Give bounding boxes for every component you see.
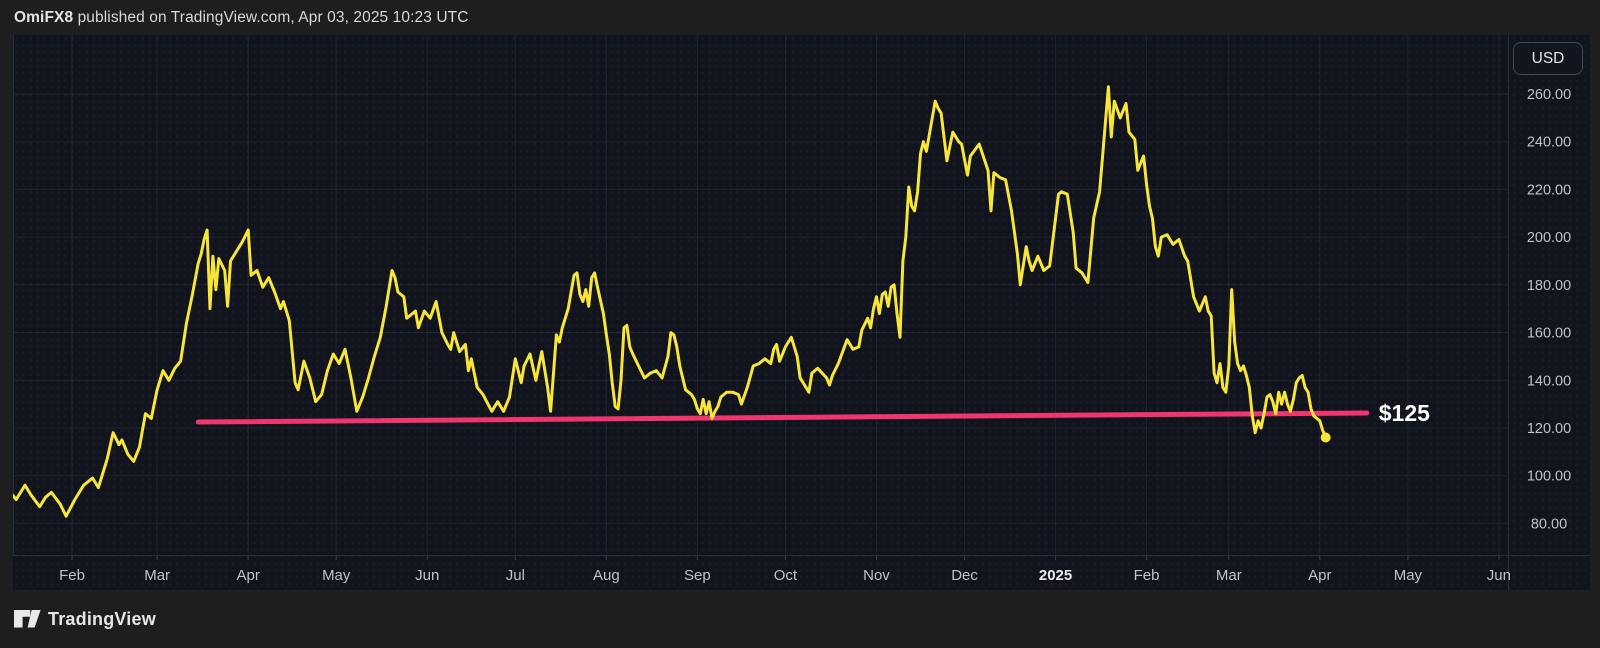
- attribution-text: published on TradingView.com, Apr 03, 20…: [73, 8, 469, 26]
- time-tick-label: Oct: [774, 567, 798, 584]
- footer: TradingView: [0, 590, 1600, 648]
- time-tick-label: Aug: [593, 567, 620, 584]
- time-tick-label: Apr: [1308, 567, 1331, 584]
- brand-name[interactable]: TradingView: [48, 608, 156, 629]
- time-tick-label: Jul: [506, 567, 525, 584]
- time-tick-label: Apr: [236, 567, 259, 584]
- time-tick-label: Mar: [1216, 567, 1242, 584]
- time-tick-label: Feb: [59, 567, 85, 584]
- price-series: [13, 85, 1331, 518]
- attribution-bar: OmiFX8 published on TradingView.com, Apr…: [0, 0, 1600, 35]
- price-tick-label: 240.00: [1527, 135, 1571, 151]
- trend-line[interactable]: $125: [195, 400, 1430, 426]
- time-tick-label: 2025: [1039, 567, 1072, 584]
- price-tick-label: 220.00: [1527, 182, 1571, 198]
- grid: [13, 35, 1508, 560]
- time-tick-label: Dec: [951, 567, 978, 584]
- price-chart[interactable]: $125 260.00 240.00 220.00 200.00 180.00 160.00…: [13, 35, 1590, 590]
- price-tick-label: 260.00: [1527, 87, 1571, 103]
- price-tick-label: 180.00: [1527, 278, 1571, 294]
- author-name: OmiFX8: [14, 8, 74, 26]
- time-tick-label: Jun: [1487, 567, 1511, 584]
- currency-axis-button[interactable]: USD: [1513, 42, 1583, 75]
- time-axis-labels[interactable]: Feb Mar Apr May Jun Jul Aug Sep Oct Nov Dec 2025 Feb…: [59, 567, 1511, 584]
- chart-area[interactable]: $125 260.00 240.00 220.00 200.00 180.00 160.00…: [13, 35, 1590, 590]
- price-tick-label: 160.00: [1527, 326, 1571, 342]
- price-tick-label: 140.00: [1527, 373, 1571, 389]
- last-price-marker: [1320, 432, 1331, 443]
- time-tick-label: Sep: [684, 567, 711, 584]
- price-axis-labels[interactable]: 260.00 240.00 220.00 200.00 180.00 160.00 140.…: [1527, 87, 1571, 532]
- trend-line-label: $125: [1379, 400, 1430, 426]
- time-tick-label: May: [1394, 567, 1423, 584]
- price-tick-label: 200.00: [1527, 230, 1571, 246]
- time-tick-label: Jun: [415, 567, 439, 584]
- time-tick-label: Mar: [144, 567, 170, 584]
- price-tick-label: 80.00: [1531, 516, 1567, 532]
- price-tick-label: 100.00: [1527, 469, 1571, 485]
- pane-borders: [13, 35, 1590, 590]
- time-tick-label: Feb: [1134, 567, 1160, 584]
- price-tick-label: 120.00: [1527, 421, 1571, 437]
- time-tick-label: May: [322, 567, 351, 584]
- tradingview-logo-icon[interactable]: [14, 610, 41, 628]
- time-tick-label: Nov: [863, 567, 890, 584]
